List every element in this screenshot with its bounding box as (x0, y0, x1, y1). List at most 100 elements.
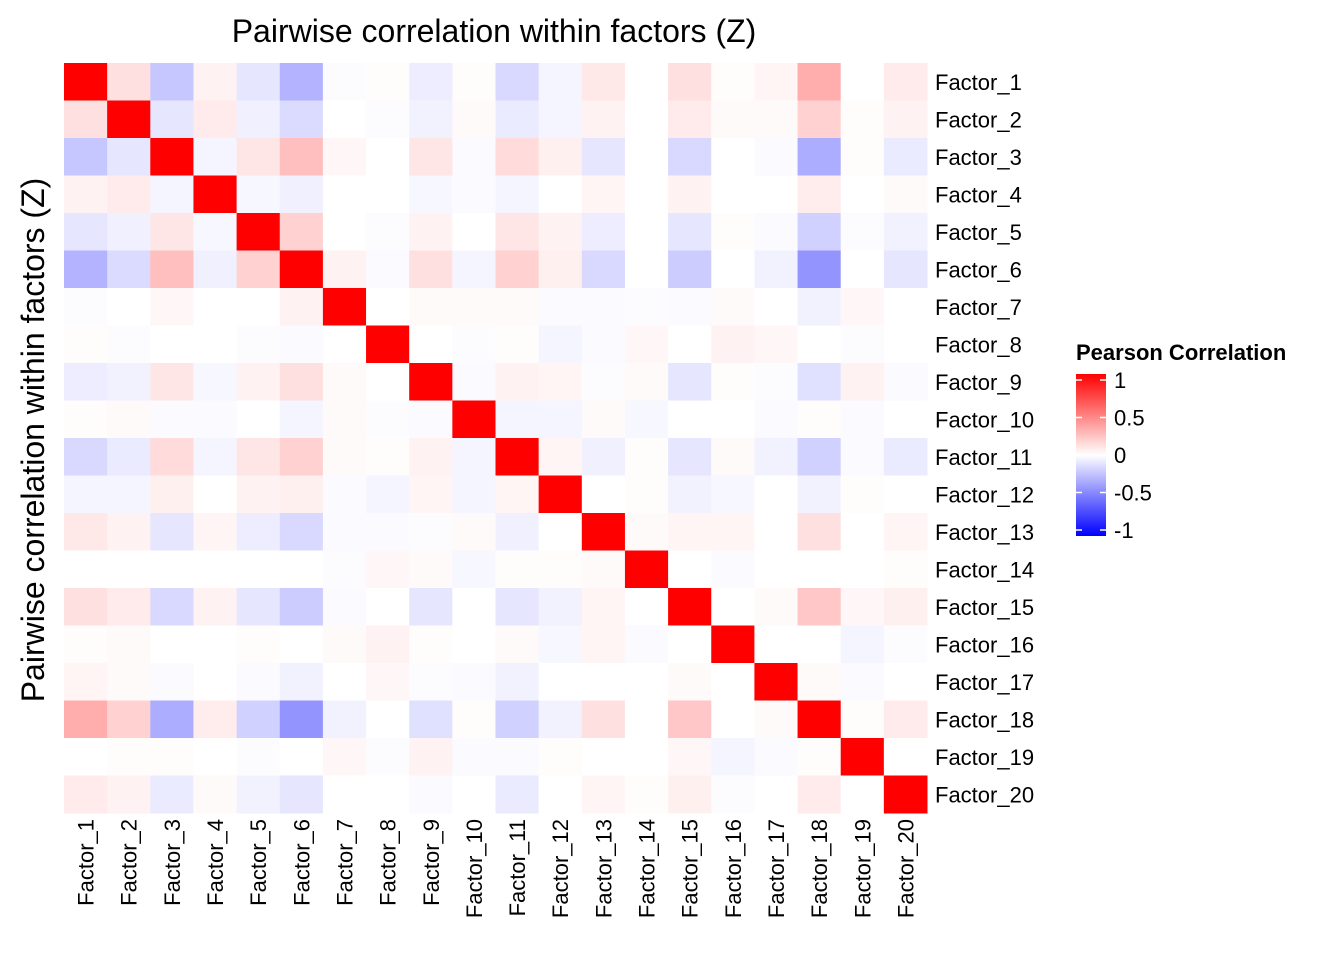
heatmap-cell (322, 175, 367, 214)
heatmap-cell (366, 513, 410, 551)
heatmap-cell (581, 100, 626, 139)
heatmap-cell (193, 513, 238, 551)
heatmap-cell (322, 663, 367, 701)
heatmap-cell (883, 588, 928, 626)
heatmap-cell (668, 625, 712, 664)
heatmap-cell (236, 100, 281, 139)
heatmap-cell (883, 138, 928, 176)
heatmap-cell (538, 588, 583, 626)
heatmap-cell (107, 288, 151, 326)
heatmap-cell (883, 738, 928, 776)
column-tick-label: Factor_14 (635, 819, 660, 918)
heatmap-cell (409, 213, 453, 251)
heatmap-cell (193, 213, 238, 251)
heatmap-cell (668, 288, 712, 326)
heatmap-cell (754, 213, 799, 251)
heatmap-cell (754, 400, 799, 439)
heatmap-cell (150, 288, 194, 326)
heatmap-cell (711, 325, 755, 364)
heatmap-cell (107, 63, 151, 101)
heatmap-cell (711, 363, 755, 401)
heatmap-cell (668, 175, 712, 214)
heatmap-cell (236, 475, 281, 514)
heatmap-cell (538, 400, 583, 439)
heatmap-cell (279, 213, 324, 251)
heatmap-cell (538, 213, 583, 251)
heatmap-cell (322, 775, 367, 814)
heatmap-cell (107, 738, 151, 776)
heatmap-cell (711, 700, 755, 739)
heatmap-cell (452, 663, 496, 701)
heatmap-cell (754, 175, 799, 214)
heatmap-cell (495, 175, 540, 214)
heatmap-cell (754, 250, 799, 289)
heatmap-cell (581, 663, 626, 701)
heatmap-cell (754, 138, 799, 176)
heatmap-cell (107, 100, 151, 139)
heatmap-cell (452, 63, 496, 101)
column-tick-label: Factor_18 (807, 819, 832, 918)
heatmap-cell (279, 438, 324, 476)
heatmap-cell (797, 100, 842, 139)
heatmap-cell (754, 775, 799, 814)
heatmap-cell (797, 363, 842, 401)
heatmap-cell (581, 363, 626, 401)
heatmap-cell (754, 550, 799, 589)
heatmap-cell (538, 138, 583, 176)
heatmap-cell (107, 400, 151, 439)
heatmap-cell (193, 775, 238, 814)
heatmap-cell (193, 438, 238, 476)
heatmap-cell (366, 738, 410, 776)
heatmap-cell (64, 438, 108, 476)
heatmap-cell (883, 363, 928, 401)
heatmap-cell (754, 288, 799, 326)
column-tick-label: Factor_7 (332, 819, 357, 906)
heatmap-cell (452, 250, 496, 289)
heatmap-cell (538, 100, 583, 139)
heatmap-cell (840, 438, 885, 476)
row-tick-label: Factor_6 (935, 257, 1022, 282)
heatmap-cell (538, 288, 583, 326)
heatmap-cell (366, 63, 410, 101)
row-tick-label: Factor_15 (935, 595, 1034, 620)
heatmap-cell (193, 175, 238, 214)
row-tick-label: Factor_12 (935, 482, 1034, 507)
heatmap-cell (668, 700, 712, 739)
heatmap-cell (840, 588, 885, 626)
heatmap-cell (538, 663, 583, 701)
heatmap-cell (107, 250, 151, 289)
heatmap-cell (236, 363, 281, 401)
heatmap-cell (668, 400, 712, 439)
heatmap-cell (624, 175, 669, 214)
row-tick-label: Factor_19 (935, 745, 1034, 770)
heatmap-cell (754, 588, 799, 626)
column-tick-label: Factor_9 (419, 819, 444, 906)
heatmap-cell (624, 100, 669, 139)
heatmap-cell (107, 775, 151, 814)
row-tick-label: Factor_17 (935, 670, 1034, 695)
column-tick-label: Factor_17 (764, 819, 789, 918)
heatmap-cell (797, 138, 842, 176)
heatmap-cell (322, 438, 367, 476)
row-tick-label: Factor_14 (935, 557, 1034, 582)
heatmap-cell (322, 213, 367, 251)
heatmap-cell (668, 775, 712, 814)
heatmap-cell (322, 138, 367, 176)
heatmap-cell (538, 363, 583, 401)
heatmap-cell (711, 588, 755, 626)
heatmap-cell (150, 363, 194, 401)
heatmap-cell (495, 625, 540, 664)
heatmap-cell (409, 175, 453, 214)
heatmap-cell (150, 475, 194, 514)
heatmap-cell (366, 700, 410, 739)
column-tick-label: Factor_6 (289, 819, 314, 906)
heatmap-cell (797, 325, 842, 364)
heatmap-cell (366, 775, 410, 814)
heatmap-cell (107, 175, 151, 214)
heatmap-cell (279, 513, 324, 551)
heatmap-cell (538, 625, 583, 664)
heatmap-cell (236, 213, 281, 251)
heatmap-cell (107, 213, 151, 251)
heatmap-cell (711, 550, 755, 589)
heatmap-cell (840, 550, 885, 589)
